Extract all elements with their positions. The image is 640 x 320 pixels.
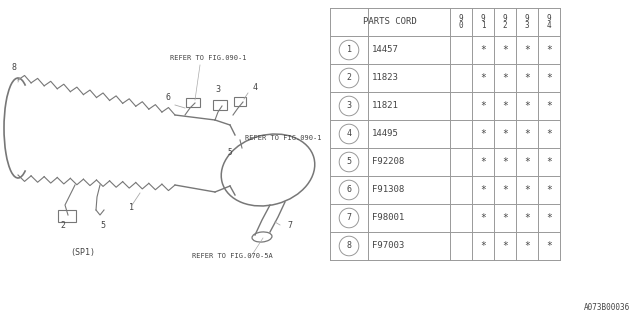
Text: A073B00036: A073B00036: [584, 303, 630, 312]
Text: *: *: [502, 241, 508, 251]
Text: *: *: [524, 129, 530, 139]
Text: *: *: [502, 185, 508, 195]
Text: F92208: F92208: [372, 157, 404, 166]
Text: *: *: [502, 213, 508, 223]
Text: *: *: [546, 213, 552, 223]
Bar: [213, 100, 227, 110]
Bar: [234, 97, 246, 106]
Text: *: *: [480, 73, 486, 83]
Text: *: *: [502, 157, 508, 167]
Text: *: *: [546, 157, 552, 167]
Text: *: *: [524, 241, 530, 251]
Text: REFER TO FIG.070-5A: REFER TO FIG.070-5A: [192, 253, 273, 259]
Text: *: *: [502, 129, 508, 139]
Text: 5: 5: [346, 157, 351, 166]
Text: *: *: [480, 129, 486, 139]
Text: REFER TO FIG.090-1: REFER TO FIG.090-1: [170, 55, 246, 61]
Text: F97003: F97003: [372, 242, 404, 251]
Text: 7: 7: [346, 213, 351, 222]
Text: 6: 6: [346, 186, 351, 195]
Text: 1: 1: [129, 203, 134, 212]
Text: F98001: F98001: [372, 213, 404, 222]
Text: *: *: [480, 213, 486, 223]
Text: 1: 1: [346, 45, 351, 54]
Text: 2: 2: [346, 74, 351, 83]
Text: *: *: [546, 73, 552, 83]
Text: 5: 5: [100, 221, 106, 230]
Text: *: *: [502, 73, 508, 83]
Text: 14457: 14457: [372, 45, 399, 54]
Text: *: *: [480, 101, 486, 111]
Text: *: *: [480, 45, 486, 55]
Text: *: *: [524, 213, 530, 223]
Text: *: *: [546, 101, 552, 111]
Text: *: *: [480, 185, 486, 195]
Text: *: *: [524, 185, 530, 195]
Text: REFER TO FIG.090-1: REFER TO FIG.090-1: [245, 135, 321, 141]
Text: 3: 3: [346, 101, 351, 110]
Text: 3: 3: [216, 85, 221, 94]
Text: 9
2: 9 2: [502, 13, 508, 30]
Text: *: *: [502, 101, 508, 111]
Text: 8: 8: [12, 63, 17, 72]
Text: 9
3: 9 3: [525, 13, 529, 30]
Text: *: *: [502, 45, 508, 55]
Text: PARTS CORD: PARTS CORD: [363, 18, 417, 27]
Text: *: *: [524, 45, 530, 55]
Text: 9
0: 9 0: [459, 13, 463, 30]
Text: *: *: [480, 241, 486, 251]
Text: *: *: [546, 241, 552, 251]
Text: 9
4: 9 4: [547, 13, 551, 30]
Text: *: *: [480, 157, 486, 167]
Text: 7: 7: [287, 221, 292, 230]
Text: 14495: 14495: [372, 130, 399, 139]
Text: 11821: 11821: [372, 101, 399, 110]
Bar: [58, 210, 76, 222]
Text: *: *: [524, 101, 530, 111]
Text: 6: 6: [166, 93, 170, 102]
Text: F91308: F91308: [372, 186, 404, 195]
Text: 2: 2: [61, 221, 65, 230]
Bar: [186, 98, 200, 107]
Text: *: *: [524, 157, 530, 167]
Text: 4: 4: [346, 130, 351, 139]
Text: *: *: [546, 185, 552, 195]
Text: 4: 4: [253, 83, 257, 92]
Text: *: *: [546, 45, 552, 55]
Text: (SP1): (SP1): [70, 248, 95, 257]
Text: 9
1: 9 1: [481, 13, 485, 30]
Text: *: *: [546, 129, 552, 139]
Text: 11823: 11823: [372, 74, 399, 83]
Text: 8: 8: [346, 242, 351, 251]
Text: *: *: [524, 73, 530, 83]
Text: 5: 5: [228, 148, 232, 157]
